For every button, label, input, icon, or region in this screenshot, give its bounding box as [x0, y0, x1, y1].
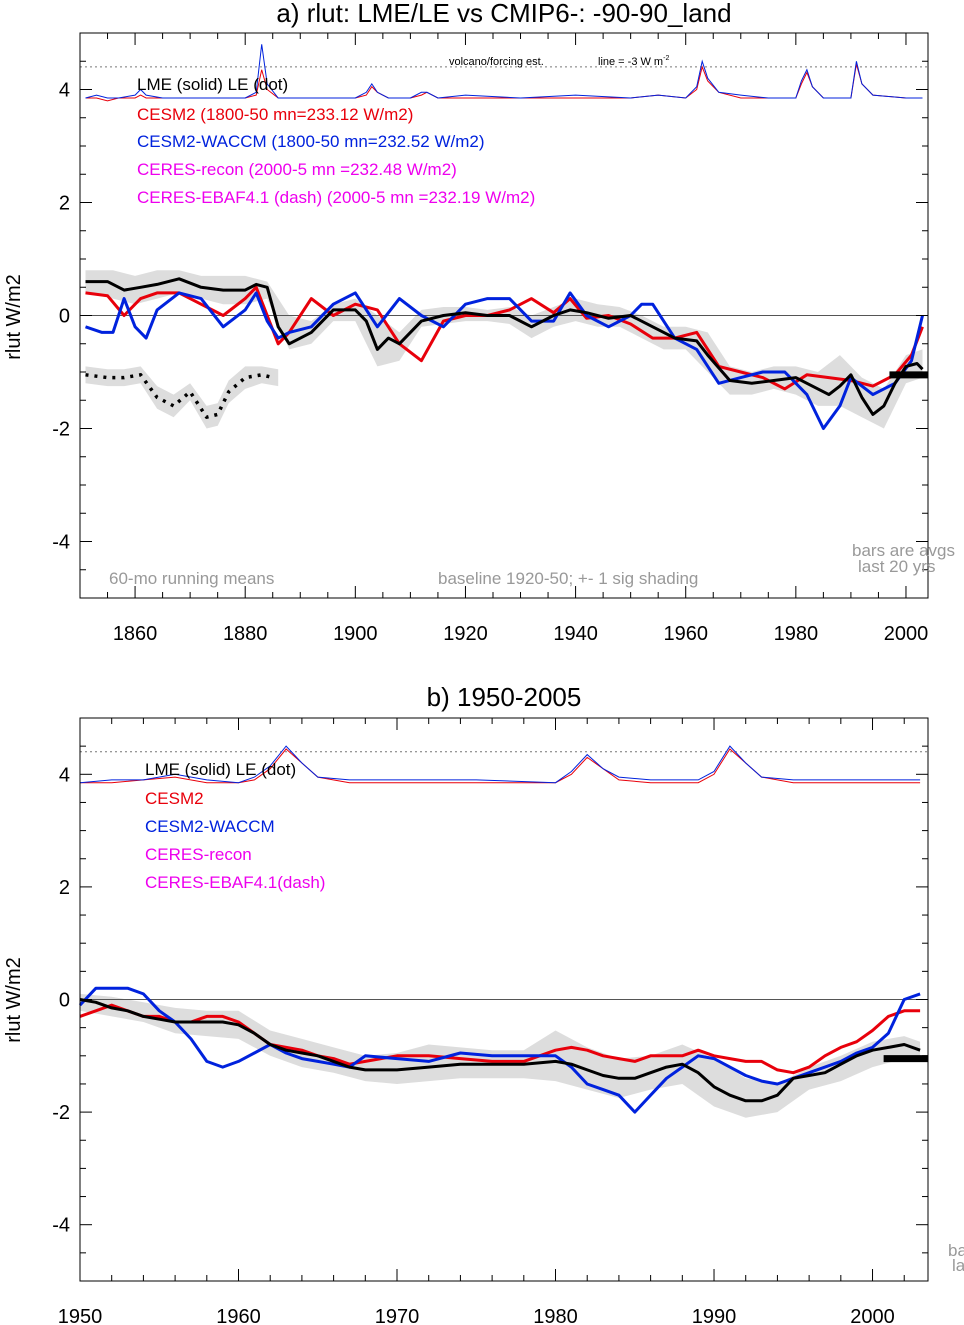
legend-a-waccm: CESM2-WACCM (1800-50 mn=232.52 W/m2)	[137, 132, 485, 151]
series-b-lme	[79, 998, 921, 1103]
annotation-line: line = -3 W m-2	[598, 55, 669, 68]
panel-b-series	[78, 745, 928, 1114]
panel-a-axes: 4 2 0 -2 -4 1860 1880 1900 1920 1940 1960 1980 2000	[52, 32, 929, 645]
panel-a-title: a) rlut: LME/LE vs CMIP6-: -90-90_land	[276, 0, 731, 28]
legend-a-ceres-ebaf: CERES-EBAF4.1 (dash) (2000-5 mn =232.19 …	[137, 188, 535, 207]
annotation-b-bars-2: la	[952, 1256, 964, 1275]
y-tick-label-a: 0	[59, 306, 70, 328]
y-tick-label-a: 4	[59, 80, 70, 102]
annotation-line-text: line = -3 W m	[598, 56, 663, 68]
legend-b-waccm: CESM2-WACCM	[145, 817, 275, 836]
annotation-running-means: 60-mo running means	[109, 569, 274, 588]
y-tick-label-b: -2	[52, 1102, 70, 1124]
x-tick-label-a: 1860	[113, 623, 158, 645]
annotation-baseline: baseline 1920-50; +- 1 sig shading	[438, 569, 698, 588]
x-tick-label-b: 1950	[58, 1306, 103, 1325]
panel-b-title: b) 1950-2005	[427, 682, 582, 712]
shading-band-a	[85, 270, 923, 429]
legend-a-cesm2: CESM2 (1800-50 mn=233.12 W/m2)	[137, 105, 413, 124]
legend-b-ceres-ebaf: CERES-EBAF4.1(dash)	[145, 873, 325, 892]
x-tick-label-a: 1960	[663, 623, 708, 645]
x-tick-label-a: 1900	[333, 623, 378, 645]
y-tick-label-b: -4	[52, 1215, 70, 1237]
panel-b: b) 1950-2005 4 2 0 -2 -4 1950 1960 1970 1980 1990…	[3, 682, 964, 1325]
annotation-bars-1: bars are avgs	[852, 541, 955, 560]
x-tick-label-b: 1990	[692, 1306, 737, 1325]
panel-a-legend: LME (solid) LE (dot) CESM2 (1800-50 mn=2…	[137, 75, 535, 207]
x-tick-label-b: 1980	[533, 1306, 578, 1325]
x-tick-label-a: 1880	[223, 623, 268, 645]
y-tick-label-a: 2	[59, 193, 70, 215]
volcano-series-a-1	[85, 44, 923, 99]
y-tick-label-b: 4	[59, 764, 70, 786]
series-a-le	[85, 373, 274, 419]
x-tick-label-a: 2000	[884, 623, 929, 645]
legend-a-lme: LME (solid) LE (dot)	[137, 75, 288, 94]
panel-a-ylabel: rlut W/m2	[3, 274, 25, 360]
panel-b-ylabel: rlut W/m2	[3, 957, 25, 1043]
annotation-volcano: volcano/forcing est.	[449, 56, 544, 68]
y-tick-label-b: 2	[59, 877, 70, 899]
legend-b-cesm2: CESM2	[145, 789, 204, 808]
legend-a-ceres-recon: CERES-recon (2000-5 mn =232.48 W/m2)	[137, 160, 457, 179]
x-tick-label-a: 1920	[443, 623, 488, 645]
panel-a-series	[85, 44, 928, 430]
panel-b-reference-lines	[80, 751, 928, 1000]
x-tick-label-b: 1960	[216, 1306, 261, 1325]
annotation-bars-2: last 20 yrs	[858, 557, 935, 576]
panel-b-axes: 4 2 0 -2 -4 1950 1960 1970 1980 1990 2000	[52, 717, 929, 1325]
volcano-series-b-0	[80, 748, 921, 784]
y-tick-label-b: 0	[59, 990, 70, 1012]
annotation-b-bars-1: ba	[948, 1241, 964, 1260]
series-a-lme	[85, 277, 924, 416]
panel-a-shading	[85, 270, 923, 429]
legend-b-ceres-recon: CERES-recon	[145, 845, 252, 864]
x-tick-label-a: 1940	[553, 623, 598, 645]
legend-b-lme: LME (solid) LE (dot)	[145, 760, 296, 779]
le-shading-band-a	[85, 366, 279, 429]
y-tick-label-a: -4	[52, 532, 70, 554]
y-tick-label-a: -2	[52, 419, 70, 441]
volcano-series-b-1	[79, 745, 921, 784]
x-tick-label-a: 1980	[774, 623, 819, 645]
x-tick-label-b: 1970	[375, 1306, 420, 1325]
panel-a: a) rlut: LME/LE vs CMIP6-: -90-90_land 4…	[3, 0, 955, 645]
annotation-line-sup: -2	[663, 55, 669, 62]
x-tick-label-b: 2000	[850, 1306, 895, 1325]
panel-b-legend: LME (solid) LE (dot) CESM2 CESM2-WACCM C…	[145, 760, 325, 892]
